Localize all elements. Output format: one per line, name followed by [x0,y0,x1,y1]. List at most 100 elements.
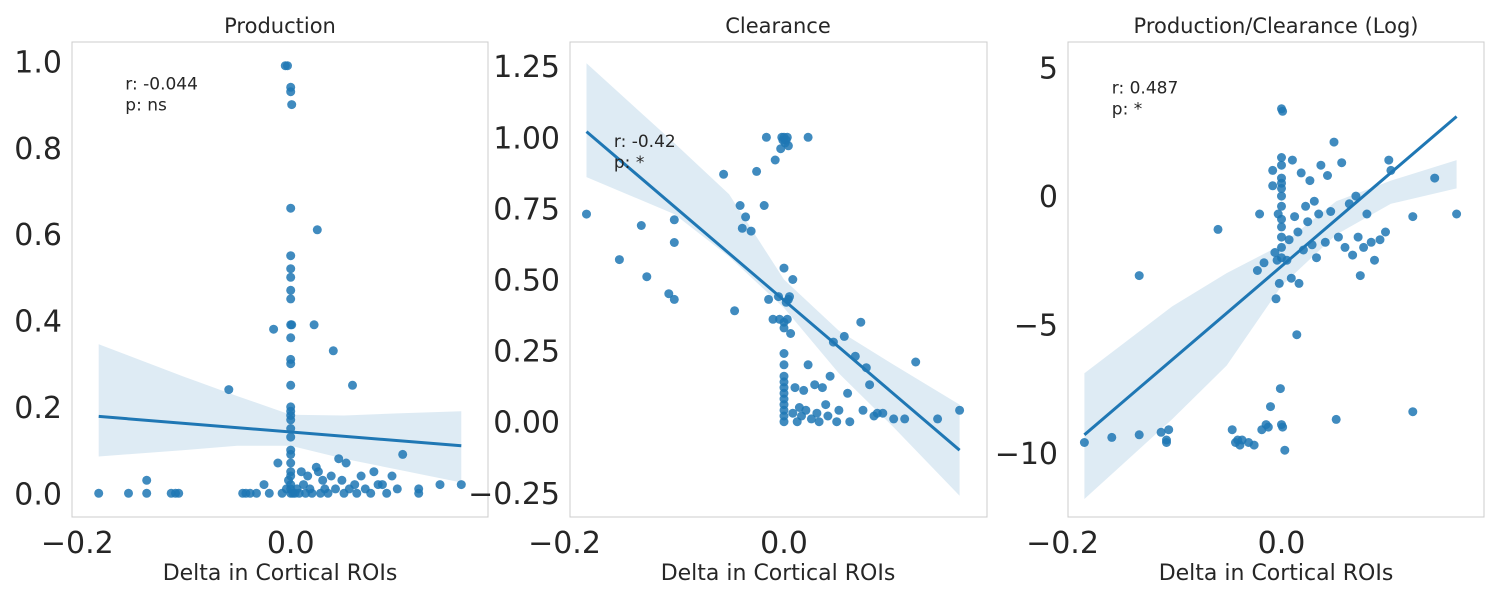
data-point [1326,207,1336,216]
p-annotation: p: * [614,153,644,173]
data-point [312,225,322,235]
data-point [803,132,813,142]
data-point [741,212,751,222]
data-point [878,408,888,418]
data-point [1079,438,1089,447]
y-tick-label: −0.25 [468,477,560,512]
data-point [834,405,844,415]
data-point [286,272,296,282]
data-point [779,360,789,370]
y-tick-label: −5 [1014,308,1058,343]
data-point [783,141,793,151]
x-tick-label: −0.2 [1026,526,1099,561]
data-point [821,400,831,410]
data-point [309,320,319,330]
y-tick-label: 1.00 [493,121,560,156]
data-point [788,408,798,418]
data-point [1280,445,1290,455]
data-point [1333,232,1343,242]
data-point [1277,153,1286,162]
data-point [94,488,104,498]
data-point [287,100,297,110]
data-point [1430,173,1440,183]
data-point [845,417,855,427]
data-point [779,349,789,358]
data-point [1340,242,1350,252]
data-point [1337,158,1347,168]
data-point [1107,432,1117,442]
data-point [719,169,729,179]
data-point [377,480,387,490]
data-point [252,488,261,498]
data-point [1305,176,1315,186]
data-point [286,359,296,369]
data-point [1286,273,1296,283]
data-point [348,380,357,390]
data-point [759,201,769,210]
data-point [1164,425,1174,435]
data-point [1366,237,1376,247]
x-tick-label: 0.0 [1258,526,1306,561]
data-point [382,488,392,498]
panel-production-clearance-log: Production/Clearance (Log) Delta in Cort… [995,14,1485,586]
confidence-band [586,63,960,496]
data-point [839,331,849,341]
data-point [286,264,296,274]
x-tick-label: −0.2 [528,526,601,561]
regression-line [98,414,462,448]
x-tick-label: 0.0 [760,526,808,561]
data-point [1270,248,1280,257]
data-point [933,414,943,424]
data-point [1227,425,1237,435]
data-point [900,414,910,424]
data-point [843,388,853,398]
data-point [174,488,184,498]
y-tick-label: 0.75 [493,192,560,227]
data-point [1359,242,1369,252]
data-point [1314,209,1324,219]
data-point [307,488,317,498]
panel-production: Production Delta in Cortical ROIs −0.2 0.… [14,14,489,586]
data-point [1263,422,1273,432]
data-point [142,488,152,498]
data-point [1309,196,1319,206]
data-point [1277,201,1286,211]
data-point [1375,235,1385,245]
data-point [889,414,899,424]
data-point [810,380,820,390]
data-point [294,488,304,498]
data-point [786,329,796,338]
data-point [1348,250,1358,260]
data-point [1277,232,1286,242]
data-point [1259,258,1269,268]
data-point [1290,212,1300,222]
data-point [858,405,868,415]
y-tick-label: −10 [995,437,1058,472]
r-annotation: r: -0.42 [614,132,676,152]
data-point [296,467,306,477]
data-point [286,458,296,468]
data-point [782,132,792,142]
data-point [356,471,366,481]
y-tick-label: 0.0 [14,477,62,512]
data-point [318,475,328,485]
chart-title: Production [224,14,336,38]
x-tick-label: 0.0 [267,526,315,561]
data-point [269,324,279,334]
data-point [782,314,792,324]
data-point [1252,266,1262,275]
data-point [735,201,745,210]
data-point [1255,209,1265,219]
data-point [779,323,789,333]
data-point [823,411,833,421]
data-point [801,405,811,415]
data-point [1277,191,1286,201]
data-point [334,454,344,464]
data-point [642,272,652,282]
x-tick-label: −0.2 [41,526,114,561]
data-point [669,294,679,304]
regression-line [1083,115,1458,436]
x-axis-label: Delta in Cortical ROIs [163,561,398,586]
y-tick-label: 0 [1039,180,1058,215]
data-point [245,488,255,498]
